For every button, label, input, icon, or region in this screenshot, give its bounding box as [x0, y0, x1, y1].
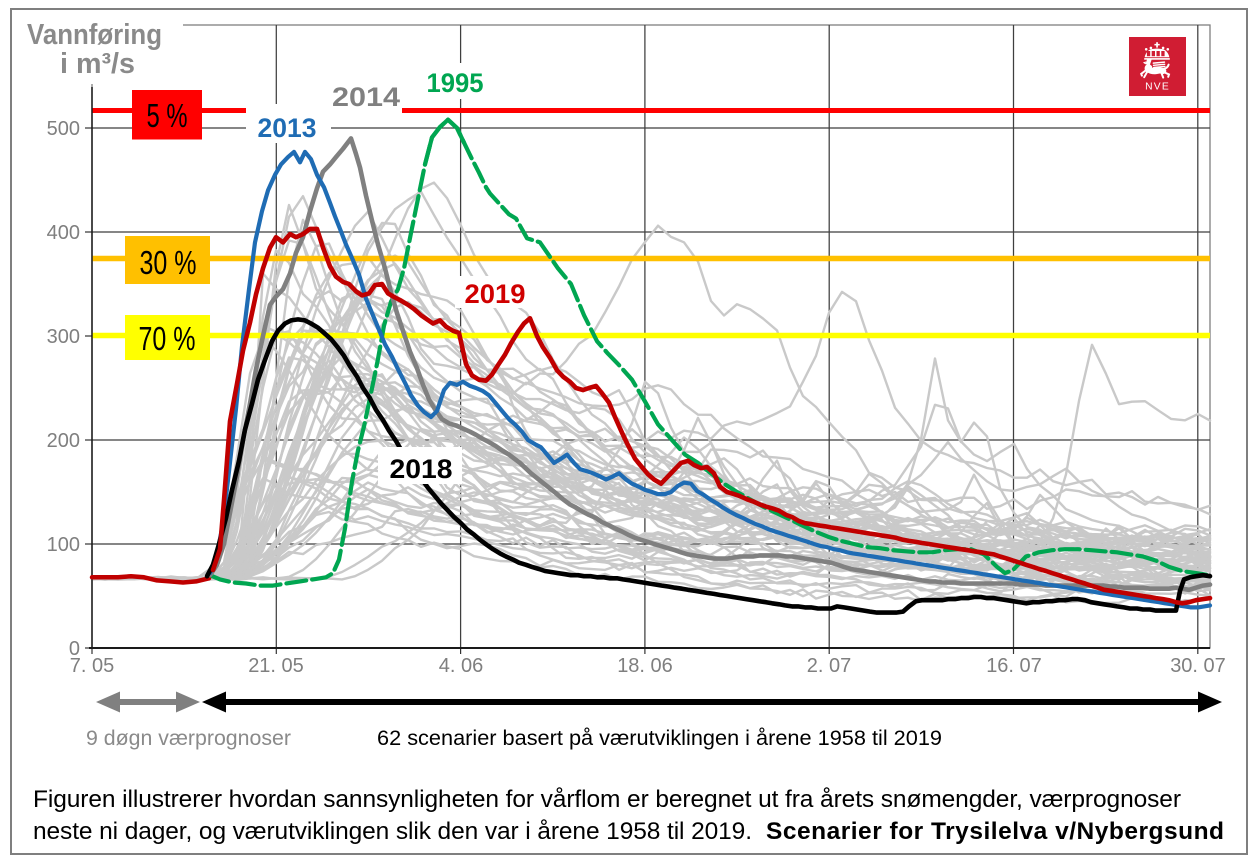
svg-text:2013: 2013 [258, 113, 317, 143]
svg-text:100: 100 [47, 534, 80, 556]
svg-text:21. 05: 21. 05 [248, 655, 304, 677]
svg-text:16. 07: 16. 07 [986, 655, 1042, 677]
svg-text:2019: 2019 [465, 279, 526, 309]
svg-text:62 scenarier basert på værutvi: 62 scenarier basert på værutviklingen i … [377, 727, 942, 750]
svg-text:70 %: 70 % [139, 320, 196, 357]
svg-text:500: 500 [47, 118, 80, 140]
svg-text:2014: 2014 [332, 82, 400, 112]
svg-text:1995: 1995 [427, 68, 484, 98]
svg-text:30. 07: 30. 07 [1170, 655, 1226, 677]
svg-text:NVE: NVE [1145, 81, 1170, 92]
svg-text:4. 06: 4. 06 [439, 655, 483, 677]
svg-text:300: 300 [47, 326, 80, 348]
svg-text:Scenarier for Trysilelva v/Nyb: Scenarier for Trysilelva v/Nybergsund [766, 818, 1224, 845]
svg-text:2. 07: 2. 07 [807, 655, 851, 677]
svg-text:2018: 2018 [390, 454, 453, 484]
svg-text:Figuren illustrerer hvordan sa: Figuren illustrerer hvordan sannsynlighe… [33, 786, 1181, 813]
svg-text:400: 400 [47, 222, 80, 244]
svg-text:neste ni dager, og værutviklin: neste ni dager, og værutviklingen slik d… [33, 818, 752, 845]
svg-text:7. 05: 7. 05 [70, 655, 114, 677]
svg-text:9 døgn værprognoser: 9 døgn værprognoser [86, 727, 291, 750]
svg-text:200: 200 [47, 430, 80, 452]
svg-text:18. 06: 18. 06 [617, 655, 673, 677]
svg-text:0: 0 [69, 638, 80, 660]
svg-text:30 %: 30 % [140, 244, 197, 281]
svg-text:Vannføring: Vannføring [27, 19, 162, 51]
svg-text:i m³/s: i m³/s [60, 48, 135, 80]
svg-text:5 %: 5 % [147, 97, 188, 134]
